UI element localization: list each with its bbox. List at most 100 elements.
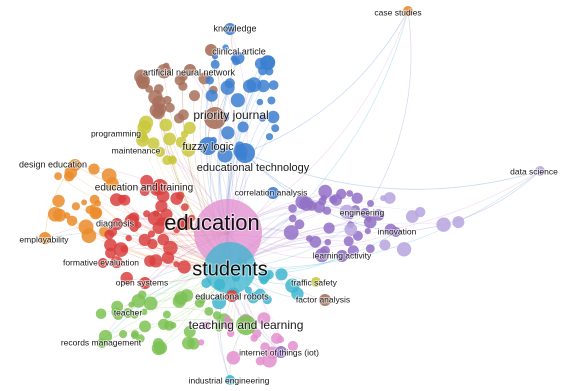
node-case-studies[interactable] — [403, 6, 413, 16]
label-students: students — [192, 258, 268, 280]
cluster-node-red — [152, 210, 160, 217]
cluster-node-pink — [255, 356, 265, 366]
cluster-node-cyan — [244, 286, 252, 294]
label-maintenance: maintenance — [112, 145, 161, 155]
node-teaching-learning[interactable] — [236, 315, 256, 335]
node-records-management[interactable] — [97, 338, 107, 348]
node-clinical-article[interactable] — [205, 44, 217, 56]
node-innovation[interactable] — [391, 227, 401, 237]
cluster-node-yellow — [159, 118, 173, 132]
cluster-node-red — [110, 256, 123, 269]
label-engineering: engineering — [340, 207, 385, 217]
cluster-node-red — [147, 230, 155, 238]
cluster-node-yellow — [183, 121, 196, 134]
cluster-node-red — [147, 238, 158, 250]
cluster-node-orange — [85, 205, 94, 214]
cluster-node-blue — [230, 93, 245, 108]
label-educational-robots: educational robots — [195, 291, 269, 301]
label-open-systems: open systems — [116, 277, 168, 287]
cluster-node-cyan — [254, 288, 266, 300]
label-factor-analysis: factor analysis — [296, 294, 350, 304]
node-education-training[interactable] — [152, 179, 168, 195]
cluster-node-red — [120, 245, 128, 253]
cluster-node-green — [119, 330, 128, 339]
node-employability[interactable] — [39, 232, 51, 244]
cluster-node-green — [204, 307, 214, 316]
cluster-node-brown — [154, 84, 164, 94]
cluster-node-brown — [145, 85, 154, 93]
node-traffic-safety[interactable] — [311, 277, 321, 287]
node-students[interactable] — [204, 242, 256, 294]
cluster-node-purple — [347, 245, 359, 257]
cluster-node-green — [183, 325, 196, 338]
label-records-management: records management — [61, 337, 142, 347]
cluster-node-brown — [173, 113, 185, 124]
cluster-node-pink — [276, 335, 285, 344]
link-educational_technology-data_science — [244, 152, 541, 190]
cluster-node-blue — [232, 57, 240, 66]
cluster-node-yellow — [175, 136, 187, 148]
cluster-nodes-layer — [47, 44, 465, 368]
cluster-node-green — [111, 300, 124, 313]
label-clinical-article: clinical article — [212, 46, 266, 56]
cluster-node-purple — [365, 244, 375, 254]
cluster-node-yellow — [163, 132, 177, 146]
node-formative-evaluation[interactable] — [98, 258, 108, 268]
cluster-node-cyan — [259, 276, 268, 285]
cluster-node-brown — [156, 63, 172, 79]
node-industrial-engineering[interactable] — [225, 375, 235, 385]
label-programming: programming — [91, 128, 141, 138]
cluster-node-pink — [287, 340, 298, 352]
label-education-training: education and training — [95, 183, 193, 194]
node-data-science[interactable] — [535, 166, 545, 176]
node-ann[interactable] — [184, 64, 196, 76]
cluster-node-blue — [237, 121, 249, 133]
node-educational-technology[interactable] — [235, 143, 255, 163]
label-data-science: data science — [510, 166, 558, 176]
cluster-node-blue — [267, 96, 276, 105]
cluster-node-purple — [343, 236, 354, 247]
cluster-node-cyan — [264, 270, 274, 280]
node-diagnosis[interactable] — [111, 218, 123, 230]
cluster-node-brown — [165, 102, 175, 113]
cluster-node-brown — [163, 95, 172, 105]
cluster-node-red — [157, 233, 169, 246]
node-knowledge[interactable] — [224, 23, 236, 35]
cluster-node-pink — [226, 351, 241, 365]
cluster-node-yellow — [147, 137, 160, 150]
cluster-node-purple — [320, 245, 330, 256]
node-priority-journal[interactable] — [204, 107, 226, 129]
cluster-node-yellow — [162, 155, 173, 166]
cluster-node-pink — [223, 319, 234, 330]
keyword-nodes-layer — [39, 6, 545, 385]
node-teacher[interactable] — [123, 308, 133, 318]
cluster-node-blue — [210, 59, 220, 69]
cluster-node-brown — [178, 81, 188, 91]
cluster-node-red — [177, 260, 191, 274]
node-educational-robots[interactable] — [226, 290, 238, 302]
cluster-node-blue — [217, 147, 233, 163]
node-open-systems[interactable] — [139, 277, 151, 289]
link-innovation-data_science — [395, 170, 541, 233]
node-iot[interactable] — [275, 346, 287, 358]
node-programming[interactable] — [136, 129, 146, 139]
cluster-node-purple — [330, 194, 343, 206]
cluster-node-red — [173, 261, 180, 268]
cluster-node-green — [95, 308, 107, 320]
node-fuzzy-logic[interactable] — [199, 137, 217, 155]
cluster-node-green — [143, 296, 158, 311]
node-maintenance[interactable] — [155, 147, 165, 157]
node-correlation-analysis[interactable] — [267, 187, 279, 199]
node-learning-activity[interactable] — [336, 250, 348, 262]
node-factor-analysis[interactable] — [319, 294, 331, 306]
cluster-node-purple — [294, 219, 305, 230]
label-employability: employability — [19, 234, 69, 244]
label-formative-evaluation: formative evaluation — [63, 257, 139, 267]
cluster-node-light-purple — [452, 216, 465, 229]
label-industrial-engineering: industrial engineering — [189, 375, 270, 385]
node-engineering[interactable] — [360, 208, 370, 218]
cluster-node-light-purple — [379, 239, 391, 251]
node-design-education[interactable] — [69, 159, 81, 171]
cluster-node-green — [187, 337, 200, 350]
